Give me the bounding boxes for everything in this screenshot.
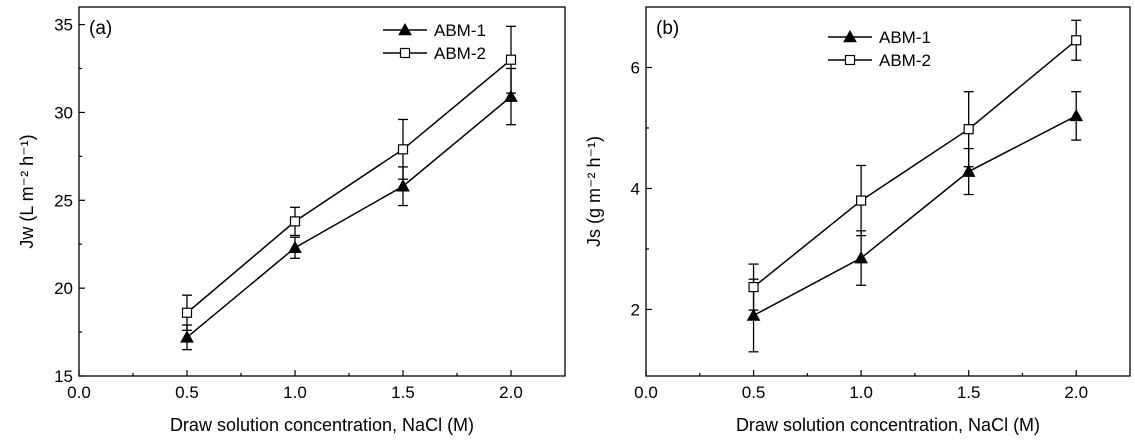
plot-frame bbox=[78, 6, 566, 377]
legend-entry: ABM-2 bbox=[828, 51, 931, 70]
data-point bbox=[856, 195, 867, 206]
data-point bbox=[504, 89, 518, 102]
x-tick-label: 0.5 bbox=[742, 383, 766, 402]
x-tick-label: 0.0 bbox=[634, 383, 658, 402]
panel-label: (a) bbox=[89, 18, 112, 39]
data-point bbox=[854, 251, 868, 264]
legend-entry: ABM-1 bbox=[828, 28, 931, 47]
series-abm-2 bbox=[181, 25, 517, 331]
legend-marker bbox=[399, 47, 411, 59]
series-abm-2 bbox=[748, 19, 1082, 311]
legend-entry: ABM-1 bbox=[383, 21, 486, 40]
data-point bbox=[396, 179, 410, 192]
legend-label: ABM-2 bbox=[879, 51, 931, 70]
y-tick-label: 2 bbox=[631, 300, 640, 319]
y-tick-label: 15 bbox=[54, 367, 73, 386]
data-point bbox=[746, 308, 761, 321]
panel-a: 0.0 0.5 1.0 1.5 2.0 15 20 25 30 35 Draw solution c… bbox=[17, 6, 566, 435]
legend-marker bbox=[844, 54, 856, 66]
y-axis-title: Js (g m⁻² h⁻¹) bbox=[584, 136, 604, 247]
legend-marker bbox=[398, 22, 412, 36]
y-tick-label: 6 bbox=[631, 58, 640, 77]
data-point bbox=[289, 216, 301, 227]
x-tick-label: 2.0 bbox=[1064, 383, 1088, 402]
y-tick-label: 20 bbox=[54, 279, 73, 298]
series-abm-1 bbox=[746, 91, 1084, 353]
x-axis-title: Draw solution concentration, NaCl (M) bbox=[170, 415, 474, 435]
series-line bbox=[753, 39, 1077, 288]
panel-b: 0.0 0.5 1.0 1.5 2.0 2 4 6 Draw solution concentr… bbox=[584, 6, 1131, 435]
data-point bbox=[505, 54, 517, 65]
x-tick-label: 1.0 bbox=[283, 383, 307, 402]
y-tick-label: 25 bbox=[54, 191, 73, 210]
y-tick-label: 4 bbox=[631, 179, 640, 198]
x-axis-title: Draw solution concentration, NaCl (M) bbox=[736, 415, 1040, 435]
series-abm-1 bbox=[180, 67, 518, 351]
x-tick-label: 2.0 bbox=[499, 383, 523, 402]
x-tick-label: 0.0 bbox=[67, 383, 91, 402]
legend-label: ABM-1 bbox=[434, 21, 486, 40]
series-line bbox=[753, 115, 1077, 317]
y-axis-title: Jw (L m⁻² h⁻¹) bbox=[17, 134, 37, 248]
x-tick-label: 1.5 bbox=[957, 383, 981, 402]
legend-label: ABM-2 bbox=[434, 44, 486, 63]
data-point bbox=[288, 240, 302, 254]
plot-frame bbox=[645, 6, 1131, 377]
legend-marker bbox=[843, 29, 857, 43]
legend-entry: ABM-2 bbox=[383, 44, 486, 63]
x-tick-label: 1.0 bbox=[849, 383, 873, 402]
legend-label: ABM-1 bbox=[879, 28, 931, 47]
data-point bbox=[397, 144, 409, 155]
series-line bbox=[186, 59, 512, 314]
panel-label: (b) bbox=[656, 18, 679, 39]
data-point bbox=[1069, 108, 1084, 122]
data-point bbox=[961, 164, 976, 177]
x-tick-label: 1.5 bbox=[391, 383, 415, 402]
y-tick-label: 30 bbox=[54, 103, 73, 122]
data-point bbox=[180, 330, 194, 343]
x-tick-label: 0.5 bbox=[175, 383, 199, 402]
data-point bbox=[1071, 35, 1082, 46]
series-line bbox=[186, 96, 512, 338]
data-point bbox=[181, 307, 193, 318]
y-tick-label: 35 bbox=[54, 16, 73, 35]
data-point bbox=[748, 281, 759, 293]
data-point bbox=[963, 124, 974, 135]
